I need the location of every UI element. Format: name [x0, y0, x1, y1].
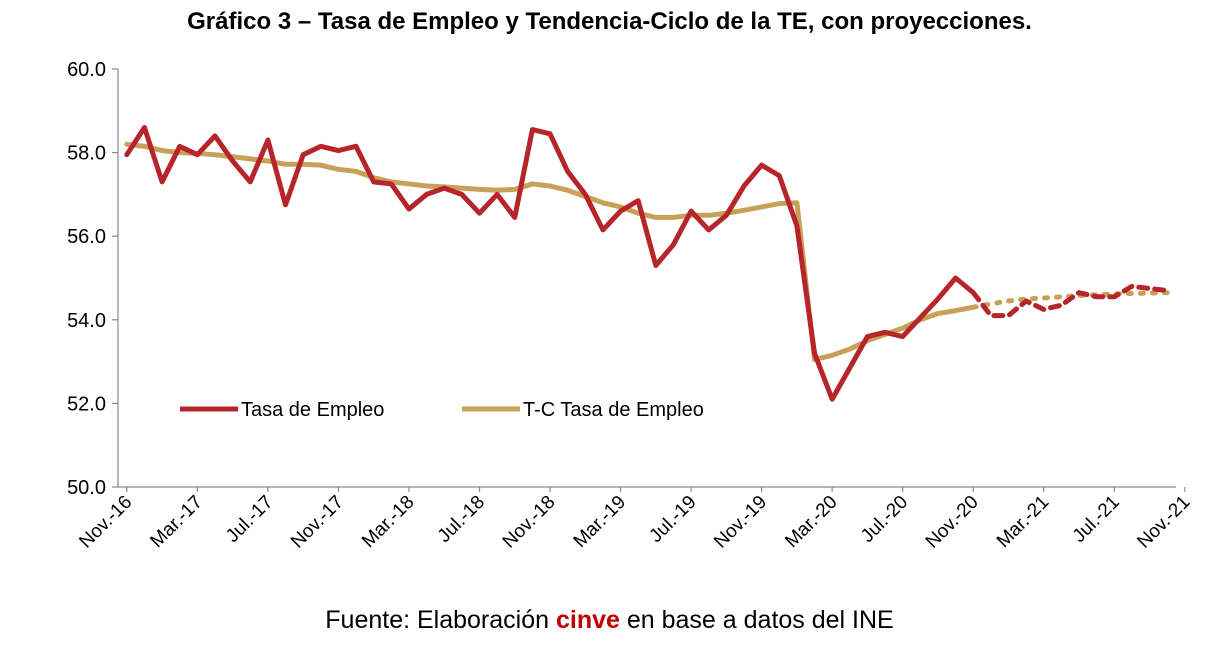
x-tick-label: Nov.-18: [499, 492, 560, 553]
chart-title: Gráfico 3 – Tasa de Empleo y Tendencia-C…: [187, 8, 1032, 35]
source-prefix: Fuente: Elaboración: [325, 606, 550, 634]
chart-axes: [117, 69, 1176, 488]
x-tick-label: Jul.-21: [1069, 492, 1124, 547]
y-tick-label: 58.0: [67, 143, 106, 165]
legend-label-tc-tasa-de-empleo: T-C Tasa de Empleo: [523, 399, 704, 421]
x-tick-label: Mar.-21: [993, 492, 1053, 552]
x-tick-label: Mar.-18: [358, 492, 418, 552]
x-tick-label: Nov.-19: [710, 492, 771, 553]
series-line-tc-tasa-de-empleo: [124, 141, 976, 363]
y-tick-label: 50.0: [67, 477, 106, 499]
legend: Tasa de Empleo T-C Tasa de Empleo: [180, 399, 704, 421]
x-tick-label: Mar.-20: [781, 492, 841, 552]
source-brand: cinve: [555, 606, 620, 634]
y-tick-label: 56.0: [67, 226, 106, 248]
y-tick-label: 52.0: [67, 393, 106, 415]
legend-label-tasa-de-empleo: Tasa de Empleo: [241, 399, 384, 421]
x-axis-ticks: Nov.-16 Mar.-17 Jul.-17 Nov.-17 Mar.-18 Jul.-…: [75, 487, 1194, 553]
x-tick-label: Jul.-18: [434, 492, 489, 547]
x-tick-label: Mar.-19: [570, 492, 630, 552]
x-tick-label: Nov.-21: [1133, 492, 1194, 553]
x-tick-label: Jul.-17: [222, 492, 277, 547]
y-axis-ticks: 50.0 52.0 54.0 56.0 58.0 60.0: [67, 59, 118, 499]
y-tick-label: 60.0: [67, 59, 106, 81]
source-note: Fuente: Elaboración cinve en base a dato…: [0, 606, 1219, 635]
x-tick-label: Mar.-17: [146, 492, 206, 552]
source-suffix: en base a datos del INE: [626, 606, 894, 634]
x-tick-label: Nov.-20: [922, 492, 983, 553]
series-layer: [124, 125, 1170, 402]
x-tick-label: Jul.-20: [857, 492, 912, 547]
x-tick-label: Nov.-16: [75, 492, 136, 553]
y-tick-label: 54.0: [67, 310, 106, 332]
x-tick-label: Jul.-19: [645, 492, 700, 547]
series-line-tasa-de-empleo-projection: [970, 283, 1170, 319]
series-line-tasa-de-empleo: [124, 125, 976, 402]
x-tick-label: Nov.-17: [287, 492, 348, 553]
